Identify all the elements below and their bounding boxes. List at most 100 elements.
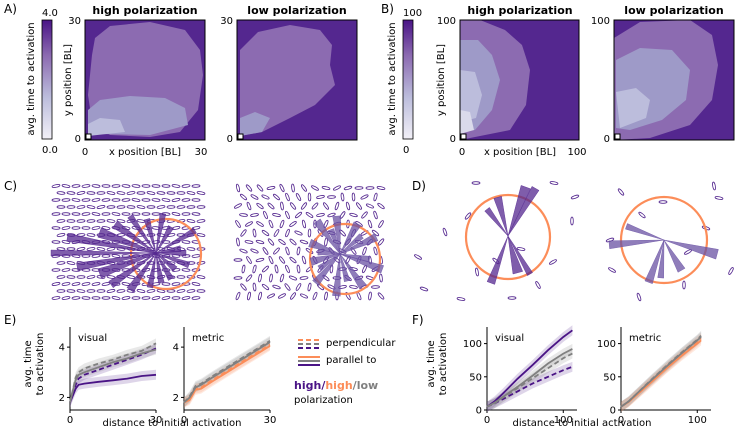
activation-ray	[507, 186, 540, 237]
legend-slash-2: /	[353, 379, 358, 392]
heatmap-a-high	[84, 19, 206, 141]
fish-marker	[56, 191, 66, 195]
fish-marker	[311, 185, 319, 191]
fish-marker	[252, 228, 257, 238]
activation-ray	[126, 252, 157, 293]
fish-marker	[91, 212, 101, 216]
fish-marker	[301, 184, 307, 192]
fish-marker	[76, 219, 86, 223]
plot-f-metric: metric 0 50 100 0 100	[597, 327, 711, 426]
fish-marker	[71, 184, 81, 188]
legend-parallel: parallel to	[326, 355, 376, 366]
fish-marker	[181, 212, 191, 216]
fish-marker	[196, 219, 206, 223]
fish-marker	[136, 191, 146, 195]
fish-marker	[262, 265, 269, 273]
fish-marker	[279, 273, 285, 283]
fish-marker	[658, 200, 668, 204]
heatmap-a-low-ytick-max: 30	[220, 16, 233, 27]
fish-marker	[316, 213, 325, 217]
activation-rays-c-high	[50, 212, 197, 293]
fish-marker	[191, 282, 201, 286]
fish-marker	[247, 291, 251, 301]
fish-marker	[365, 203, 375, 209]
fish-marker	[274, 264, 279, 274]
fish-marker	[263, 210, 268, 220]
fish-marker	[66, 289, 76, 293]
fish-marker	[106, 205, 116, 209]
y-tick-label: 50	[469, 372, 482, 383]
colorbar-a-max: 4.0	[42, 8, 58, 19]
fish-marker	[161, 198, 171, 202]
fish-marker	[345, 292, 351, 300]
activation-ray	[313, 218, 341, 255]
fish-marker	[196, 289, 206, 293]
y-tick-label: 4	[59, 343, 65, 354]
heatmap-b-low-ytick-max: 100	[591, 16, 610, 27]
fish-marker	[161, 184, 171, 188]
fish-marker	[273, 229, 280, 237]
activation-ray	[339, 253, 367, 290]
fish-marker	[272, 284, 281, 290]
fish-marker	[176, 275, 186, 279]
fish-marker	[269, 273, 273, 283]
activation-ray	[339, 253, 351, 283]
activation-rays-c-low	[308, 215, 384, 297]
activation-ray	[507, 235, 533, 276]
fish-marker	[181, 184, 191, 188]
colorbar-b-label: avg. time to activation	[387, 22, 398, 135]
fish-marker	[414, 254, 422, 260]
legend-high-orange: high	[325, 379, 352, 392]
fish-marker	[327, 195, 336, 199]
fish-marker	[111, 296, 121, 300]
fish-marker	[266, 186, 276, 190]
fish-marker	[278, 239, 286, 245]
plot-title: visual	[495, 333, 524, 344]
panel-b: 100 0 avg. time to activation high polar…	[387, 4, 735, 158]
fish-marker	[284, 283, 291, 291]
fish-marker	[161, 296, 171, 300]
fish-marker	[86, 289, 96, 293]
series-band	[487, 361, 573, 412]
fish-marker	[288, 275, 298, 281]
fish-marker	[305, 212, 314, 218]
sparse-snapshot-high	[414, 181, 580, 301]
fish-marker	[245, 221, 253, 227]
fish-marker	[239, 213, 248, 217]
activation-ray	[155, 227, 197, 254]
fish-marker	[714, 196, 724, 200]
fish-marker	[323, 202, 329, 210]
fish-marker	[66, 205, 76, 209]
y-tick-label: 100	[463, 339, 482, 350]
fish-marker	[321, 186, 331, 190]
fish-marker	[86, 205, 96, 209]
fish-marker	[250, 248, 259, 254]
heatmap-b-low-ytick-min: 0	[604, 134, 610, 145]
fish-marker	[146, 191, 156, 195]
fish-marker	[101, 226, 111, 230]
fish-marker	[296, 264, 301, 274]
fish-marker	[101, 296, 111, 300]
activation-ray	[143, 218, 157, 254]
plot-f-ylabel-2: to activation	[438, 333, 449, 396]
fish-marker	[349, 212, 358, 218]
activation-ray	[309, 253, 341, 266]
fish-marker	[272, 193, 281, 201]
fish-marker	[301, 255, 307, 265]
fish-marker	[345, 201, 351, 211]
x-tick-label: 0	[484, 415, 490, 426]
fish-marker	[252, 282, 257, 292]
heatmap-b-high-ylabel: y position [BL]	[436, 44, 447, 116]
fish-marker	[256, 221, 264, 227]
series-line-low-perpendicular	[183, 340, 271, 404]
fish-marker	[377, 238, 385, 246]
fish-marker	[728, 267, 734, 275]
fish-marker	[291, 183, 295, 193]
fish-marker	[146, 205, 156, 209]
fish-marker	[56, 275, 66, 279]
fish-marker	[136, 205, 146, 209]
series-band	[184, 339, 270, 408]
fish-marker	[368, 291, 372, 301]
heatmap-a-low-ytick-min: 0	[227, 134, 233, 145]
fish-marker	[295, 193, 302, 201]
